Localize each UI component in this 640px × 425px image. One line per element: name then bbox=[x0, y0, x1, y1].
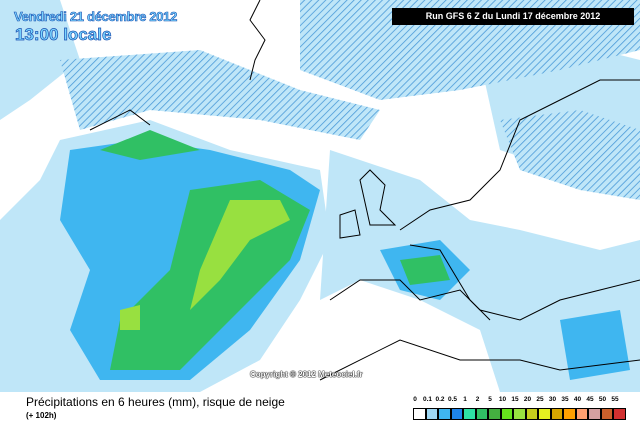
legend-swatch bbox=[613, 408, 626, 420]
legend-swatch bbox=[575, 408, 588, 420]
legend-swatch bbox=[488, 408, 501, 420]
model-run-label: Run GFS 6 Z du Lundi 17 décembre 2012 bbox=[392, 8, 634, 25]
forecast-time: 13:00 locale bbox=[15, 25, 112, 45]
forecast-date: Vendredi 21 décembre 2012 bbox=[14, 9, 178, 25]
legend-label: 55 bbox=[611, 396, 619, 403]
legend-label: 0.5 bbox=[447, 396, 458, 403]
copyright: Copyright © 2012 Meteociel.fr bbox=[250, 370, 363, 379]
legend-label: 0 bbox=[413, 396, 417, 403]
legend-label: 30 bbox=[548, 396, 557, 403]
legend-swatch bbox=[550, 408, 563, 420]
legend-swatch bbox=[413, 408, 426, 420]
color-legend: 0 0.1 0.2 0.5 1 2 5 10 15 20 25 30 35 40 45 50 55 bbox=[409, 396, 629, 424]
legend-label: 2 bbox=[475, 396, 480, 403]
precipitation-map bbox=[0, 0, 640, 392]
legend-label: 0.1 bbox=[422, 396, 433, 403]
legend-label: 40 bbox=[573, 396, 582, 403]
legend-swatch bbox=[563, 408, 576, 420]
legend-swatch bbox=[450, 408, 463, 420]
precip-very-heavy bbox=[120, 200, 290, 330]
legend-label: 45 bbox=[586, 396, 594, 403]
legend-swatch bbox=[588, 408, 601, 420]
legend-swatch bbox=[600, 408, 613, 420]
legend-label: 15 bbox=[511, 396, 519, 403]
legend-swatch bbox=[513, 408, 526, 420]
legend-swatch bbox=[463, 408, 476, 420]
legend-label: 5 bbox=[488, 396, 492, 403]
legend-label: 35 bbox=[561, 396, 569, 403]
map-title: Précipitations en 6 heures (mm), risque … bbox=[26, 395, 285, 409]
forecast-lead-time: (+ 102h) bbox=[26, 411, 57, 420]
legend-swatch bbox=[538, 408, 551, 420]
legend-swatch bbox=[500, 408, 513, 420]
legend-label: 10 bbox=[498, 396, 507, 403]
legend-swatch bbox=[525, 408, 538, 420]
legend-label: 25 bbox=[536, 396, 544, 403]
legend-swatch bbox=[438, 408, 451, 420]
legend-label: 20 bbox=[523, 396, 532, 403]
coastlines bbox=[89, 0, 640, 381]
legend-label: 50 bbox=[598, 396, 607, 403]
legend-swatch bbox=[475, 408, 488, 420]
legend-swatch bbox=[425, 408, 438, 420]
legend-label: 1 bbox=[463, 396, 467, 403]
snow-hatching bbox=[60, 0, 640, 200]
legend-label: 0.2 bbox=[435, 396, 445, 403]
